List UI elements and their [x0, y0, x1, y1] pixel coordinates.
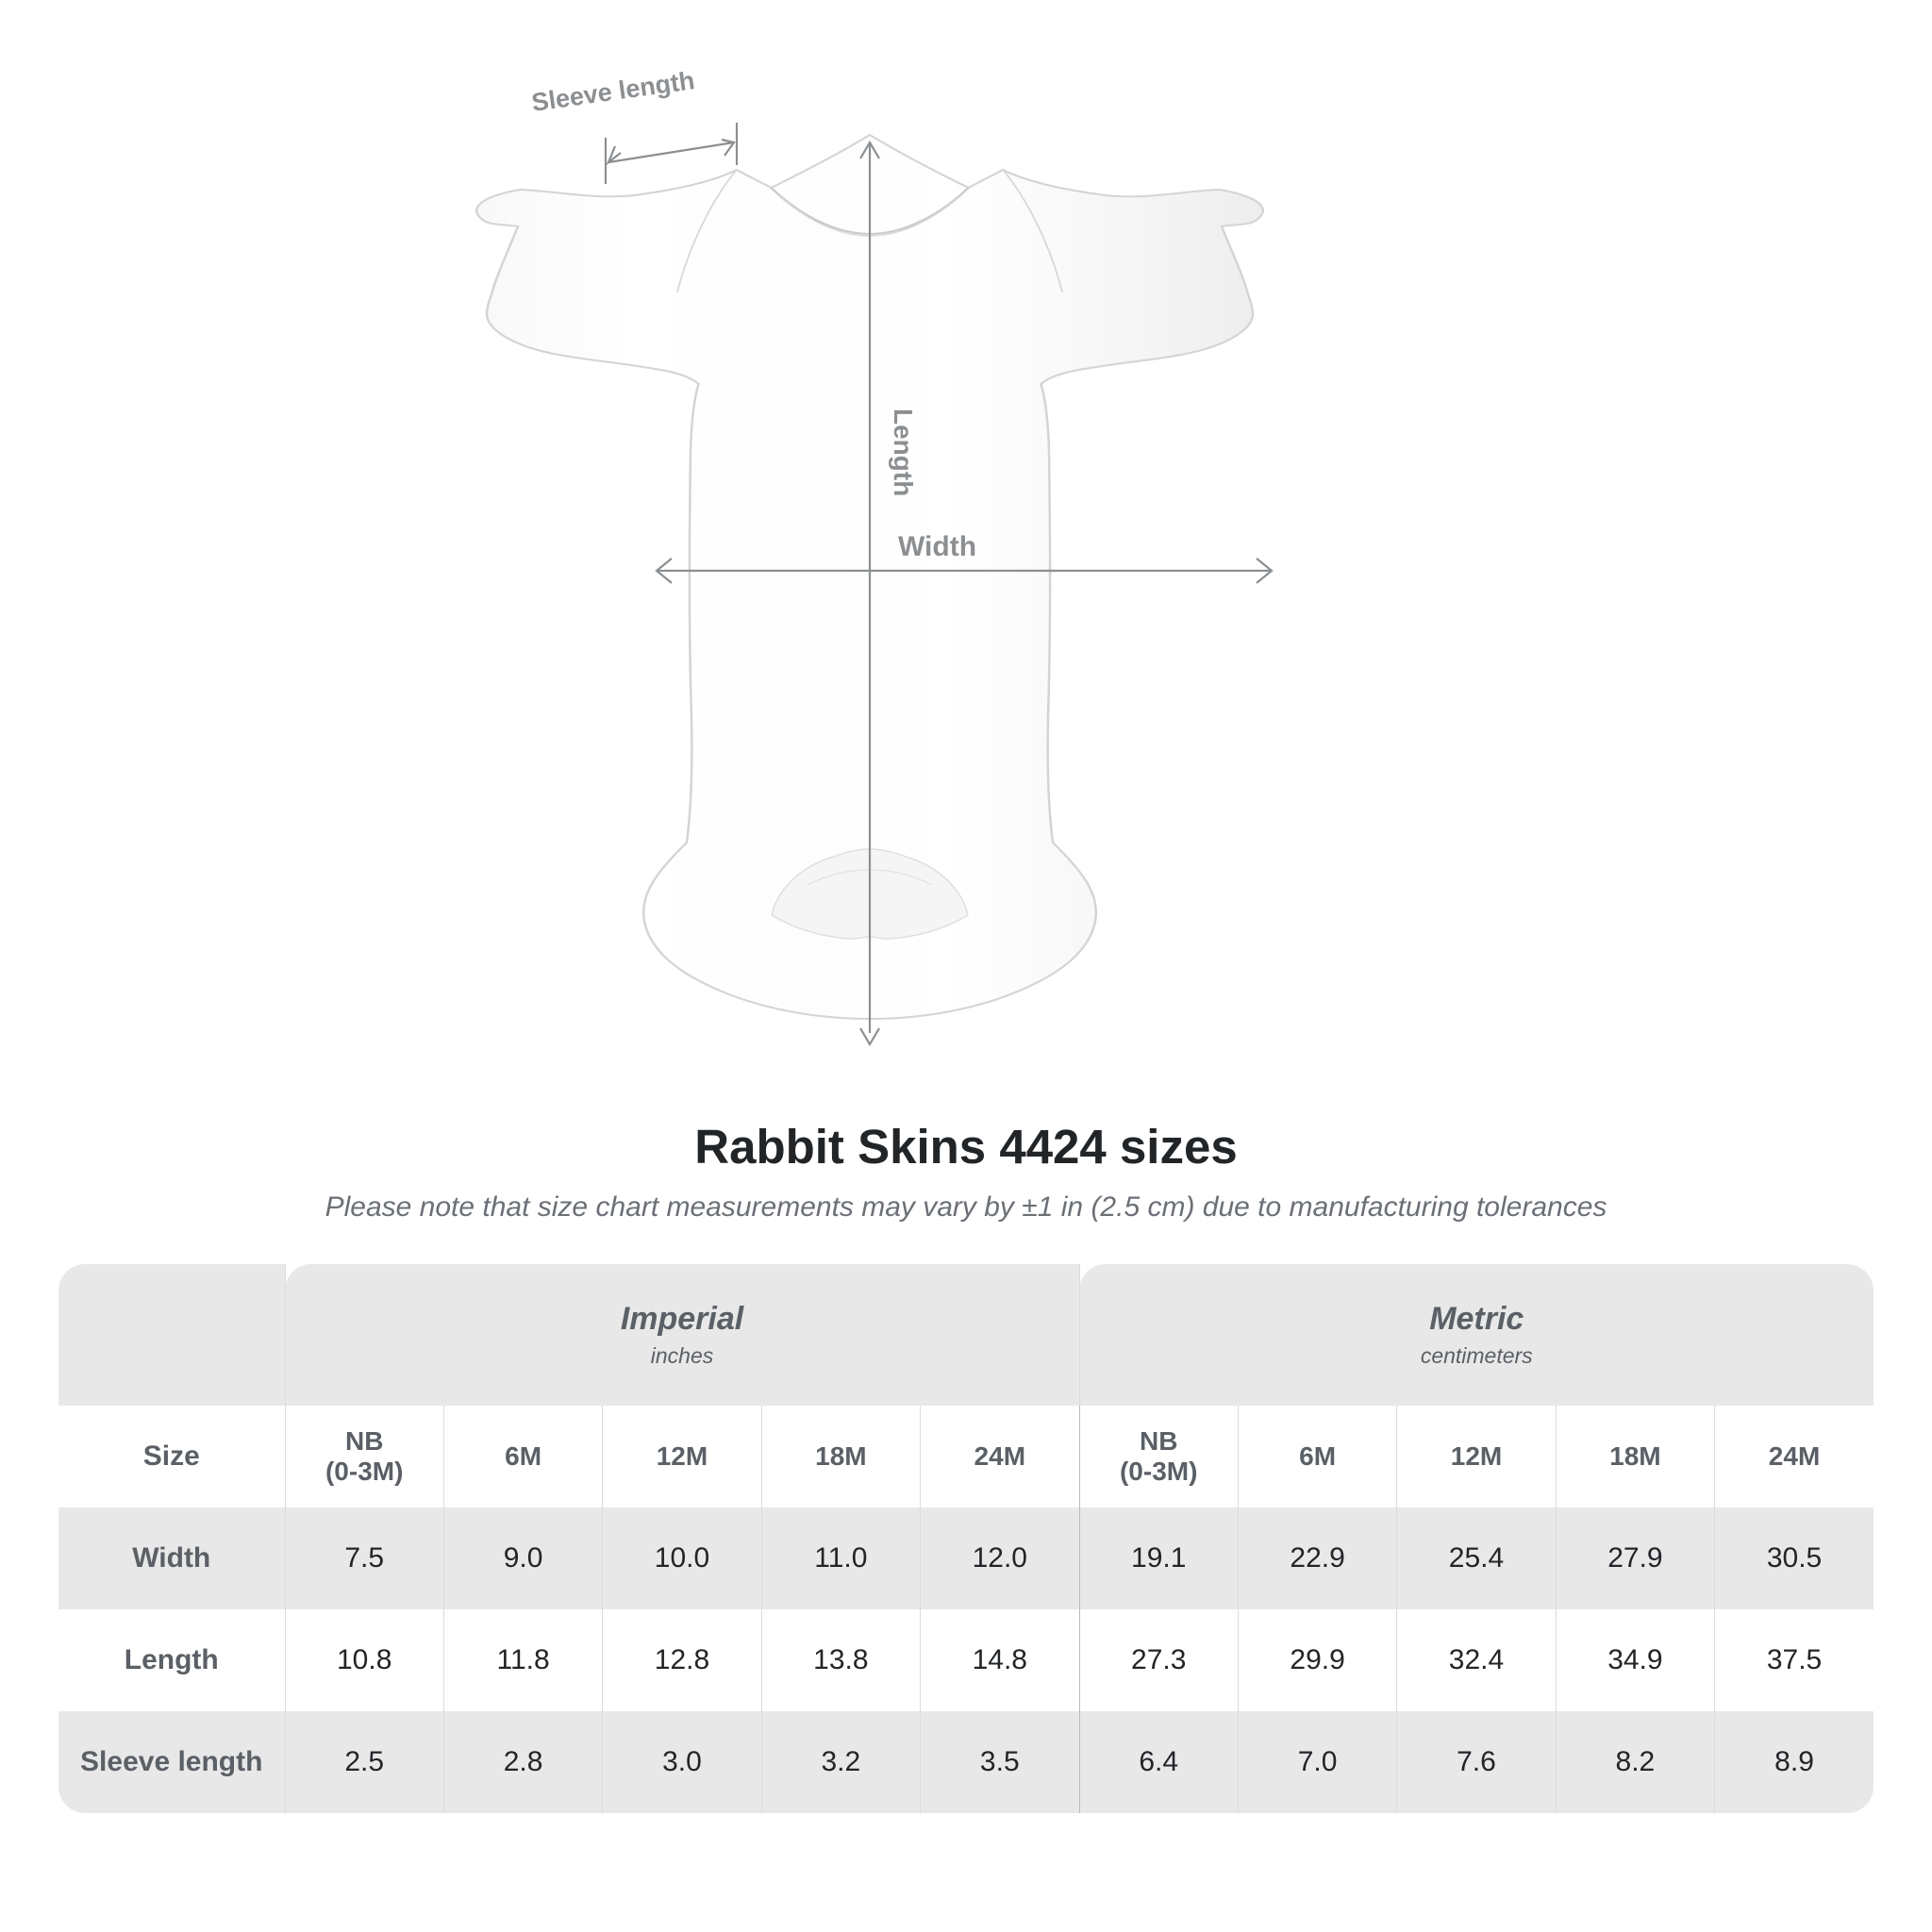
- svg-text:Sleeve length: Sleeve length: [530, 66, 697, 117]
- svg-text:Length: Length: [889, 408, 918, 496]
- svg-text:Width: Width: [898, 531, 976, 562]
